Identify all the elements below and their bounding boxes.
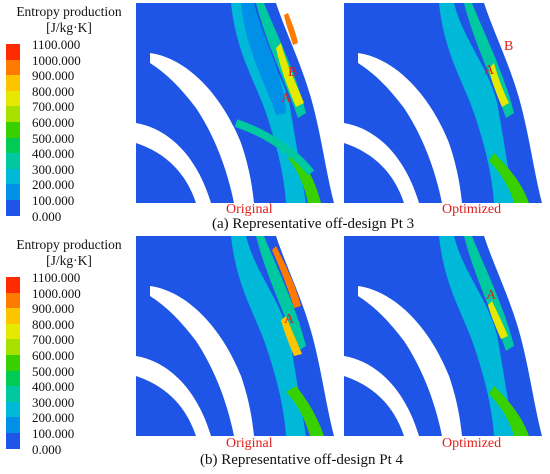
label-original-pt3: Original	[226, 202, 273, 217]
colorbar-tick-label: 1000.000	[32, 285, 81, 301]
colorbar-swatch	[6, 339, 20, 356]
legend-unit: [J/kg·K]	[46, 253, 92, 268]
marker-a: A	[281, 91, 292, 106]
colorbar-swatch	[6, 137, 20, 154]
colorbar-swatch	[6, 200, 20, 217]
colorbar-tick-label: 1000.000	[32, 52, 81, 68]
legend-title: Entropy production	[16, 237, 122, 252]
colorbar-swatch	[6, 122, 20, 139]
colorbar-swatch	[6, 153, 20, 170]
colorbar-tick-label: 1100.000	[32, 270, 81, 285]
legend-unit: [J/kg·K]	[46, 20, 92, 35]
colorbar-tick-label: 200.000	[32, 177, 75, 193]
colorbar-tick-label: 1100.000	[32, 37, 81, 52]
marker-b: B	[288, 65, 298, 80]
marker-b: B	[504, 39, 514, 54]
contour-optimized-pt3	[344, 3, 542, 203]
colorbar-swatch	[6, 401, 20, 418]
colorbar-swatch	[6, 355, 20, 372]
contour-optimized-pt4	[344, 236, 542, 436]
marker-a: A	[486, 288, 497, 303]
colorbar-swatch	[6, 75, 20, 92]
colorbar-tick-label: 800.000	[32, 316, 75, 332]
label-optimized-pt3: Optimized	[442, 202, 502, 217]
colorbar-tick-label: 0.000	[32, 208, 62, 224]
colorbar-tick-label: 300.000	[32, 161, 75, 177]
label-original-pt4: Original	[226, 436, 273, 451]
colorbar-tick-label: 900.000	[32, 68, 75, 84]
colorbar-swatch	[6, 59, 20, 76]
caption-pt3: (a) Representative off-design Pt 3	[212, 216, 415, 232]
colorbar-tick-label: 900.000	[32, 301, 75, 317]
colorbar-tick-label: 0.000	[32, 441, 62, 457]
colorbar-tick-label: 500.000	[32, 130, 75, 146]
colorbar-swatch	[6, 433, 20, 450]
colorbar-swatch	[6, 184, 20, 201]
panel-optimized-pt3: B A	[344, 3, 542, 203]
colorbar-tick-label: 700.000	[32, 99, 75, 115]
contour-original-pt3	[136, 3, 334, 203]
colorbar-tick-label: 400.000	[32, 146, 75, 162]
panel-original-pt3: B A	[136, 3, 334, 203]
colorbar-tick-label: 400.000	[32, 379, 75, 395]
colorbar-swatch	[6, 277, 20, 294]
panel-optimized-pt4: A	[344, 236, 542, 436]
colorbar-swatch	[6, 292, 20, 309]
colorbar-tick-label: 800.000	[32, 83, 75, 99]
colorbar-swatch	[6, 168, 20, 185]
colorbar-tick-label: 600.000	[32, 115, 75, 130]
label-optimized-pt4: Optimized	[442, 436, 502, 451]
colorbar-swatch	[6, 386, 20, 403]
marker-a: A	[484, 63, 495, 78]
contour-original-pt4	[136, 236, 334, 436]
colorbar-swatch	[6, 370, 20, 387]
legend-title: Entropy production	[16, 4, 122, 19]
colorbar-tick-label: 100.000	[32, 193, 75, 208]
caption-pt4: (b) Representative off-design Pt 4	[200, 452, 404, 468]
colorbar-tick-label: 100.000	[32, 426, 75, 441]
colorbar-swatch	[6, 308, 20, 325]
marker-a: A	[284, 312, 295, 327]
colorbar-swatch	[6, 323, 20, 340]
colorbar-swatch	[6, 90, 20, 107]
colorbar-tick-label: 200.000	[32, 410, 75, 426]
colorbar-swatch	[6, 106, 20, 123]
colorbar-tick-label: 500.000	[32, 363, 75, 379]
colorbar-swatch	[6, 44, 20, 61]
legend-bottom: Entropy production [J/kg·K] 1100.000 1000…	[0, 233, 134, 457]
colorbar-tick-label: 600.000	[32, 348, 75, 363]
colorbar-swatch	[6, 417, 20, 434]
colorbar-tick-label: 700.000	[32, 332, 75, 348]
colorbar-tick-label: 300.000	[32, 394, 75, 410]
panel-original-pt4: A	[136, 236, 334, 436]
legend-top: Entropy production [J/kg·K] 1100.000 1000…	[0, 0, 134, 224]
